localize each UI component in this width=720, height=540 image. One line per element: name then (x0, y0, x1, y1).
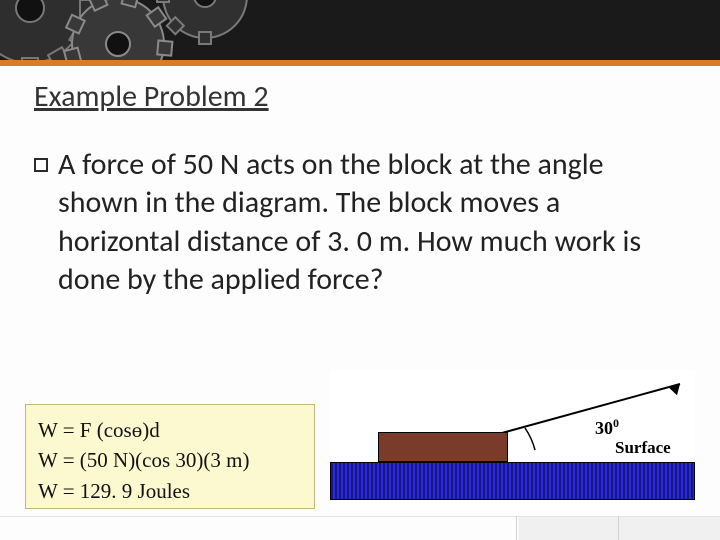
problem-text: A force of 50 N acts on the block at the… (58, 146, 686, 300)
solution-line-3: W = 129. 9 Joules (38, 476, 302, 506)
bullet-item: A force of 50 N acts on the block at the… (34, 146, 686, 300)
angle-degree-symbol: 0 (613, 416, 619, 430)
solution-line-1: W = F (cosɵ)d (38, 415, 302, 445)
banner-image (0, 0, 720, 60)
accent-bar (0, 60, 720, 66)
angle-label: 300 (595, 416, 619, 439)
solution-line-2: W = (50 N)(cos 30)(3 m) (38, 445, 302, 475)
bullet-square-icon (34, 158, 48, 172)
angle-value: 30 (595, 418, 613, 438)
footer-divider-1 (516, 516, 517, 540)
physics-diagram: 300 Surface (330, 370, 695, 510)
footer-bar (0, 516, 720, 540)
slide-title: Example Problem 2 (34, 78, 269, 115)
block-shape (378, 432, 508, 462)
solution-box: W = F (cosɵ)d W = (50 N)(cos 30)(3 m) W … (25, 404, 315, 509)
footer-divider-2 (618, 516, 619, 540)
gears-graphic (0, 0, 720, 60)
surface-band (330, 462, 695, 500)
slide-root: Example Problem 2 A force of 50 N acts o… (0, 0, 720, 540)
angle-arc (525, 428, 535, 450)
surface-label: Surface (615, 438, 671, 458)
